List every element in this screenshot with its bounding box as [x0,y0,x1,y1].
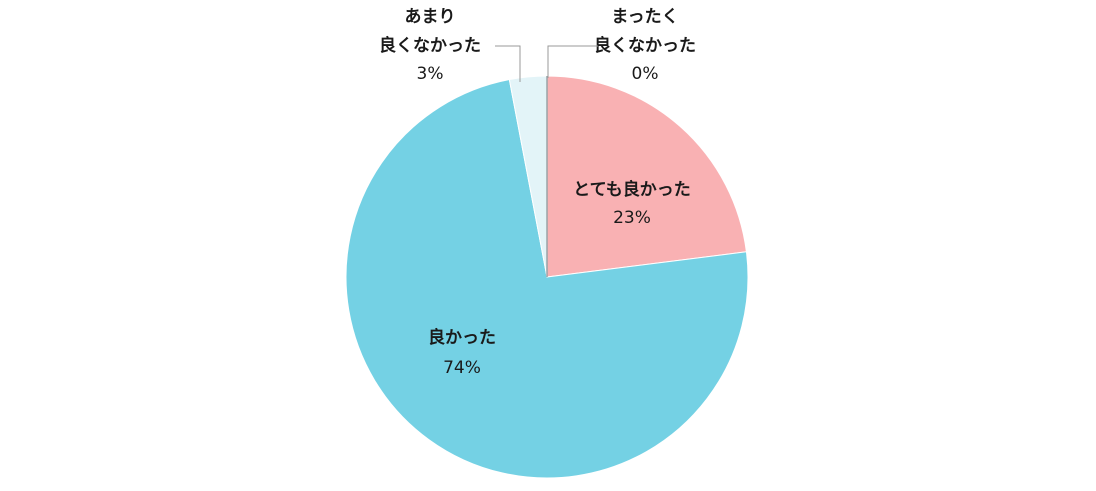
leader-line [495,45,521,82]
value-label: 74% [443,358,481,378]
pie-slice [546,75,747,278]
slice-label: 良かった [428,327,496,348]
value-label: 0% [632,64,659,84]
value-label: 3% [417,64,444,84]
slice-label-line: とても良かった [573,179,691,200]
slice-label: とても良かった [573,179,691,200]
slice-label-line: 良くなかった [594,35,696,56]
slice-label-line: 良くなかった [379,35,481,56]
slice-label: あまり良くなかった [379,7,481,56]
value-label: 23% [613,208,651,228]
slice-label-line: まったく [611,7,678,27]
slice-label-line: あまり [405,7,456,27]
pie-slice [345,78,749,479]
slice-label-line: 良かった [428,327,496,348]
leader-line [547,45,598,78]
slice-label: まったく良くなかった [594,7,696,56]
